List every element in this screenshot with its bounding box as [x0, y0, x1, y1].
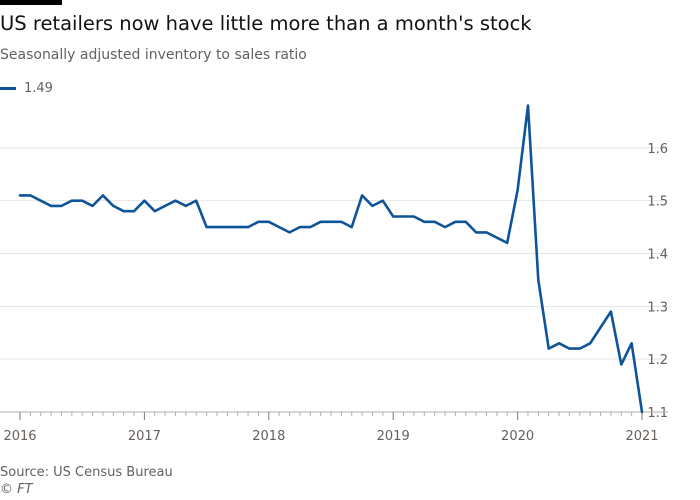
x-tick-label: 2019 [377, 429, 410, 444]
brand-bar [0, 0, 62, 5]
x-tick-label: 2017 [128, 429, 161, 444]
y-tick-label: 1.3 [647, 300, 668, 315]
chart-title: US retailers now have little more than a… [0, 12, 532, 35]
chart-subtitle: Seasonally adjusted inventory to sales r… [0, 47, 307, 63]
y-tick-label: 1.6 [647, 142, 668, 157]
x-tick-label: 2021 [625, 429, 658, 444]
legend: 1.49 [0, 79, 53, 97]
x-tick-label: 2018 [252, 429, 285, 444]
x-tick-label: 2016 [3, 429, 36, 444]
legend-swatch [0, 86, 16, 90]
x-tick-label: 2020 [501, 429, 534, 444]
y-tick-label: 1.1 [647, 406, 668, 421]
y-tick-label: 1.2 [647, 353, 668, 368]
source-note: Source: US Census Bureau [0, 465, 173, 480]
series-line [18, 104, 644, 414]
legend-label: 1.49 [24, 80, 53, 96]
y-tick-label: 1.5 [647, 195, 668, 210]
ft-credit: © FT [0, 482, 33, 497]
y-tick-label: 1.4 [647, 248, 668, 263]
